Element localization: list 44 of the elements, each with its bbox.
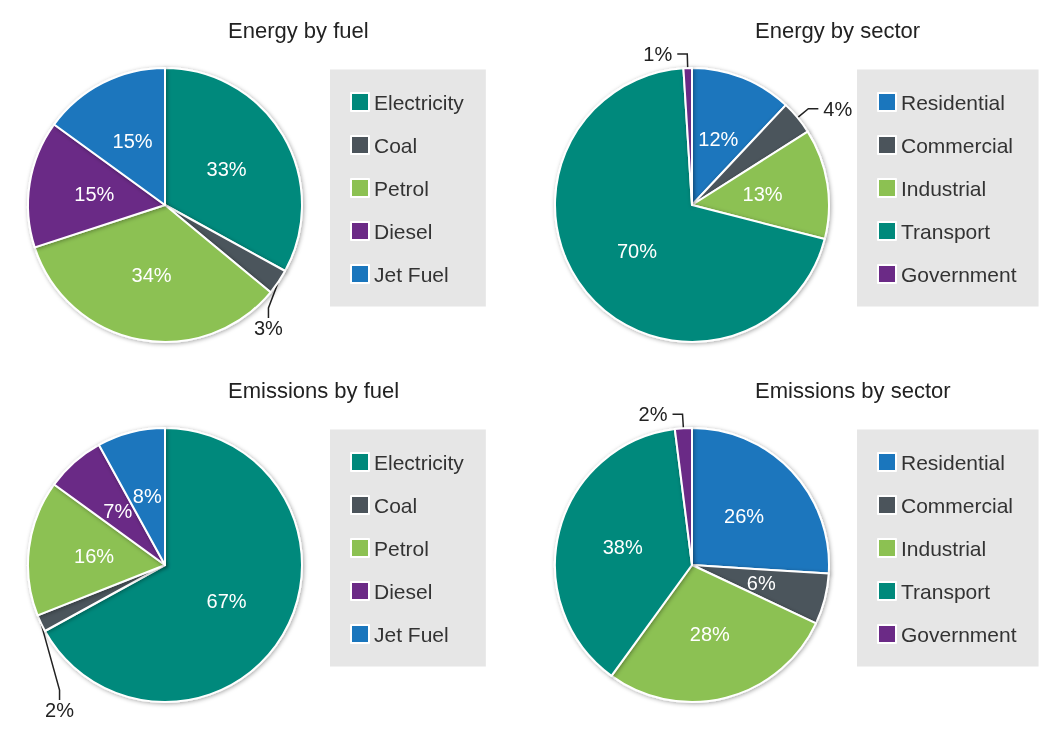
data-label: 6%	[746, 571, 776, 594]
legend-label: Petrol	[374, 176, 429, 200]
legend-label: Petrol	[374, 536, 429, 560]
legend-label: Residential	[901, 450, 1005, 474]
legend-label: Electricity	[374, 90, 465, 114]
data-label: 38%	[602, 536, 643, 559]
legend-label: Industrial	[901, 176, 987, 200]
data-label: 28%	[689, 623, 731, 646]
legend-label: Diesel	[374, 579, 433, 603]
data-label: 7%	[103, 500, 133, 523]
legend-label: Industrial	[901, 536, 987, 560]
legend-label: Jet Fuel	[374, 262, 449, 286]
data-label: 70%	[616, 239, 658, 262]
legend-label: Government	[901, 262, 1017, 286]
data-label: 34%	[131, 264, 172, 287]
data-label: 15%	[74, 182, 115, 205]
data-label: 26%	[724, 505, 765, 528]
legend-label: Residential	[901, 90, 1005, 114]
legend-label: Transport	[901, 219, 991, 243]
legend-label: Coal	[374, 133, 418, 157]
chart-title: Emissions by sector	[755, 377, 951, 403]
data-label: 33%	[206, 157, 247, 180]
legend-label: Transport	[901, 579, 991, 603]
legend-label: Coal	[374, 493, 418, 517]
data-label: 16%	[74, 545, 115, 568]
legend-label: Commercial	[901, 493, 1014, 517]
legend-label: Electricity	[374, 450, 465, 474]
legend-label: Government	[901, 622, 1017, 646]
data-label: 3%	[254, 317, 284, 339]
data-label: 1%	[643, 43, 673, 66]
data-label: 4%	[823, 97, 853, 120]
chart-title: Energy by fuel	[228, 17, 369, 43]
data-label: 13%	[742, 182, 783, 205]
data-label: 67%	[206, 590, 247, 613]
chart-title: Energy by sector	[755, 17, 921, 43]
legend-label: Jet Fuel	[374, 622, 449, 646]
data-label: 15%	[112, 130, 153, 153]
legend-label: Commercial	[901, 133, 1014, 157]
data-label: 2%	[638, 403, 668, 426]
chart-title: Emissions by fuel	[228, 377, 400, 403]
data-label: 12%	[698, 127, 739, 150]
data-label: 2%	[45, 699, 75, 721]
data-label: 8%	[132, 484, 162, 507]
legend-label: Diesel	[374, 219, 433, 243]
